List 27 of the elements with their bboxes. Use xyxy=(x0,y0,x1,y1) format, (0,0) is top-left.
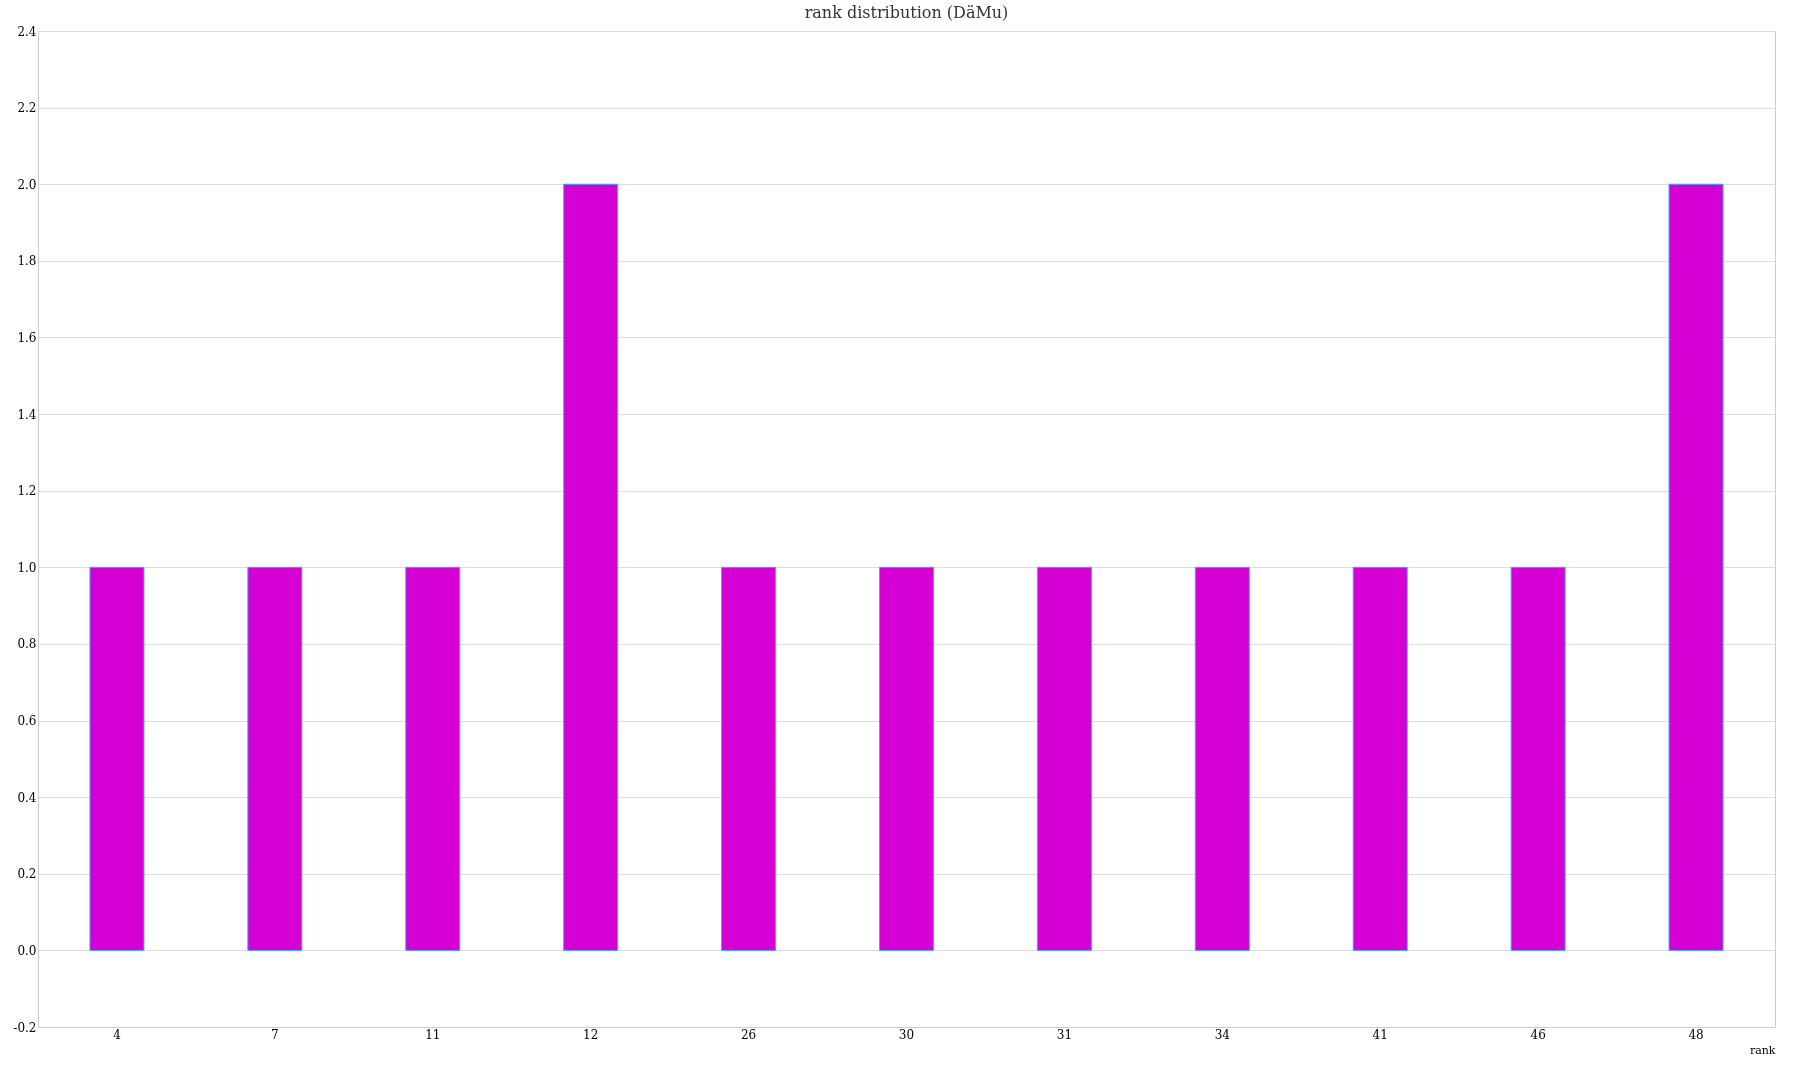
x-tick-label: 46 xyxy=(1530,1027,1546,1042)
x-tick-label: 4 xyxy=(113,1027,122,1042)
y-tick-label: 0.4 xyxy=(17,790,37,805)
chart-title: rank distribution (DäMu) xyxy=(804,3,1009,22)
y-tick-label: -0.2 xyxy=(13,1020,37,1035)
y-tick-label: 2.2 xyxy=(17,101,37,116)
x-tick-label: 11 xyxy=(425,1027,441,1042)
x-tick-label: 7 xyxy=(271,1027,279,1042)
y-tick-label: 2.0 xyxy=(17,177,37,192)
x-tick-label: 34 xyxy=(1214,1027,1231,1042)
x-tick-label: 41 xyxy=(1372,1027,1388,1042)
x-axis-title: rank xyxy=(1749,1043,1776,1057)
y-tick-label: 0.2 xyxy=(17,867,37,882)
y-tick-label: 0.6 xyxy=(17,714,37,729)
x-tick-label: 30 xyxy=(898,1027,915,1042)
x-tick-label: 31 xyxy=(1056,1027,1073,1042)
y-tick-label: 1.4 xyxy=(17,407,37,422)
y-tick-label: 2.4 xyxy=(17,24,37,39)
y-tick-label: 0.0 xyxy=(17,943,37,958)
y-tick-label: 1.8 xyxy=(17,254,37,269)
x-tick-label: 48 xyxy=(1688,1027,1704,1042)
x-tick-label: 26 xyxy=(740,1027,757,1042)
y-tick-label: 1.2 xyxy=(17,484,37,499)
x-tick-label: 12 xyxy=(583,1027,599,1042)
y-tick-label: 1.6 xyxy=(17,330,37,345)
y-tick-label: 0.8 xyxy=(17,637,37,652)
y-tick-label: 1.0 xyxy=(17,560,37,575)
